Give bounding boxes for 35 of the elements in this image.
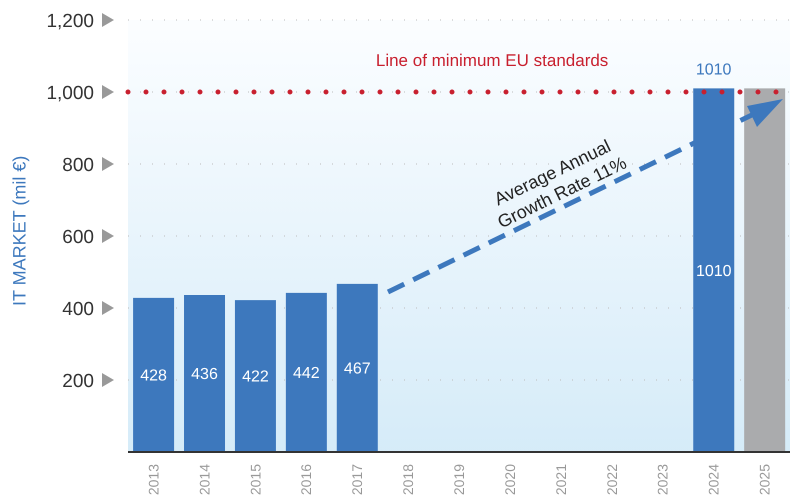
x-tick-label: 2013 [145, 464, 162, 496]
y-tick-label: 400 [62, 299, 94, 320]
bar [744, 88, 786, 452]
bar [184, 295, 226, 452]
y-tick-label: 1,000 [46, 83, 94, 104]
y-tick-label: 200 [62, 371, 94, 392]
bar [286, 292, 327, 452]
y-tick-label: 1,200 [46, 11, 94, 32]
x-tick-label: 2017 [349, 464, 366, 496]
bar [336, 284, 378, 452]
data-label: 436 [191, 366, 218, 384]
x-tick-label: 2016 [298, 464, 314, 496]
annotation: 1010 [696, 61, 732, 78]
x-tick-label: 2025 [756, 464, 773, 496]
ref-line-label: Line of minimum EU standards [376, 51, 608, 70]
data-label: 1010 [696, 262, 732, 280]
x-tick-label: 2019 [451, 464, 467, 496]
y-axis-title: IT MARKET (mil €) [9, 156, 30, 306]
x-tick-label: 2024 [706, 464, 722, 496]
data-label: 428 [140, 368, 168, 385]
x-tick-label: 2021 [552, 464, 569, 496]
bar [234, 300, 276, 452]
x-tick-label: 2018 [400, 464, 416, 496]
x-tick-label: 2022 [604, 464, 620, 496]
x-tick-label: 2014 [196, 464, 212, 496]
x-tick-label: 2023 [654, 464, 671, 496]
y-tick-label: 800 [62, 155, 94, 176]
data-label: 467 [344, 360, 371, 378]
data-label: 422 [242, 368, 269, 386]
y-tick-label: 600 [62, 227, 94, 248]
data-label: 442 [293, 365, 320, 382]
x-tick-label: 2015 [247, 464, 264, 496]
bar [133, 298, 174, 452]
x-tick-label: 2020 [502, 464, 518, 496]
bar [693, 88, 734, 452]
